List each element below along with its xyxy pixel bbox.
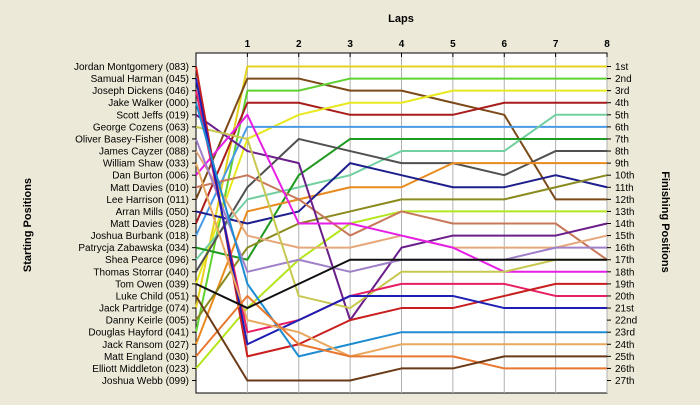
finishing-position-label: 7th (615, 134, 629, 145)
finishing-position-label: 13th (615, 207, 634, 218)
starting-position-label: Shea Pearce (096) (105, 255, 189, 266)
starting-position-label: Matt Davies (028) (110, 219, 189, 230)
starting-position-label: Tom Owen (039) (115, 279, 189, 290)
x-tick-label: 7 (553, 39, 559, 50)
series-line-22 (195, 78, 607, 346)
series-line-26 (195, 295, 607, 382)
series-line-24 (195, 162, 607, 358)
starting-position-label: Danny Keirle (005) (106, 316, 189, 327)
series-line-10 (195, 162, 607, 345)
series-line-27 (195, 258, 607, 310)
series-line-23 (195, 102, 607, 358)
starting-position-label: Oliver Basey-Fisher (008) (75, 134, 189, 145)
finishing-position-label: 6th (615, 122, 629, 133)
chart-title: Laps (388, 13, 414, 25)
x-tick-label: 6 (501, 39, 507, 50)
finishing-position-label: 12th (615, 195, 634, 206)
x-tick-layer: 1 2 3 4 5 6 7 8 (245, 39, 610, 57)
finishing-position-label: 26th (615, 364, 634, 375)
series-layer (195, 65, 608, 382)
starting-position-label: Dan Burton (006) (112, 171, 189, 182)
finishing-position-label: 15th (615, 231, 634, 242)
starting-position-label: Lee Harrison (011) (106, 195, 189, 206)
starting-label-layer: Jordan Montgomery (083)Samual Harman (04… (74, 62, 196, 387)
starting-position-label: Matt Davies (010) (110, 183, 189, 194)
finishing-position-label: 20th (615, 291, 634, 302)
y-axis-label-right: Finishing Positions (659, 171, 671, 272)
finishing-position-label: 9th (615, 159, 629, 170)
finishing-position-label: 19th (615, 279, 634, 290)
x-tick-label: 2 (296, 39, 302, 50)
finishing-position-label: 14th (615, 219, 634, 230)
starting-position-label: Jake Walker (000) (108, 98, 189, 109)
x-tick-label: 5 (450, 39, 456, 50)
series-line-19 (195, 125, 607, 310)
finishing-label-layer: 1st2nd3rd4th5th6th7th8th9th10th11th12th1… (607, 62, 637, 387)
series-line-14 (195, 174, 608, 261)
starting-position-label: Scott Jeffs (019) (116, 110, 189, 121)
series-line-7 (195, 113, 607, 261)
series-line-8 (195, 137, 607, 261)
starting-position-label: William Shaw (033) (103, 159, 189, 170)
starting-position-label: Joseph Dickens (046) (92, 86, 189, 97)
series-line-11 (195, 162, 608, 225)
finishing-position-label: 10th (615, 171, 634, 182)
finishing-position-label: 5th (615, 110, 629, 121)
x-tick-label: 4 (399, 39, 405, 50)
series-line-1 (195, 65, 607, 309)
series-line-25 (195, 294, 607, 370)
starting-position-label: Thomas Storrar (040) (93, 267, 189, 278)
finishing-position-label: 18th (615, 267, 634, 278)
x-tick-label: 1 (245, 39, 251, 50)
starting-position-label: Arran Mills (050) (116, 207, 189, 218)
starting-position-label: Jordan Montgomery (083) (74, 62, 189, 73)
starting-position-label: James Cayzer (088) (99, 147, 189, 158)
series-line-4 (195, 101, 607, 224)
finishing-position-label: 11th (615, 183, 634, 194)
starting-position-label: Jack Ransom (027) (102, 340, 189, 351)
starting-position-label: Elliott Middleton (023) (92, 364, 189, 375)
starting-position-label: Patrycja Zabawska (034) (78, 243, 189, 254)
finishing-position-label: 22nd (615, 316, 637, 327)
starting-position-label: Jack Partridge (074) (99, 304, 189, 315)
finishing-position-label: 25th (615, 352, 634, 363)
series-line-9 (195, 137, 607, 273)
finishing-position-label: 8th (615, 147, 629, 158)
finishing-position-label: 1st (615, 62, 629, 73)
x-tick-label: 3 (347, 39, 353, 50)
series-line-3 (195, 77, 607, 333)
starting-position-label: Samual Harman (045) (91, 74, 189, 85)
starting-position-label: Joshua Burbank (018) (91, 231, 189, 242)
series-line-17 (195, 113, 607, 273)
starting-position-label: Joshua Webb (099) (102, 376, 189, 387)
finishing-position-label: 2nd (615, 74, 632, 85)
finishing-position-label: 16th (615, 243, 634, 254)
finishing-position-label: 17th (615, 255, 634, 266)
starting-position-label: Douglas Hayford (041) (88, 328, 189, 339)
starting-position-label: Matt England (030) (104, 352, 189, 363)
series-line-21 (195, 66, 607, 358)
finishing-position-label: 21st (615, 304, 634, 315)
series-line-20 (195, 90, 607, 334)
starting-position-label: George Cozens (063) (93, 122, 189, 133)
series-line-2 (195, 77, 607, 201)
finishing-position-label: 3rd (615, 86, 629, 97)
x-tick-label: 8 (604, 39, 610, 50)
finishing-position-label: 27th (615, 376, 634, 387)
finishing-position-label: 24th (615, 340, 634, 351)
series-line-5 (195, 89, 607, 285)
finishing-position-label: 23rd (615, 328, 635, 339)
starting-position-label: Luke Child (051) (116, 291, 189, 302)
series-line-15 (195, 113, 608, 322)
finishing-position-label: 4th (615, 98, 629, 109)
y-axis-label-left: Starting Positions (22, 178, 34, 272)
